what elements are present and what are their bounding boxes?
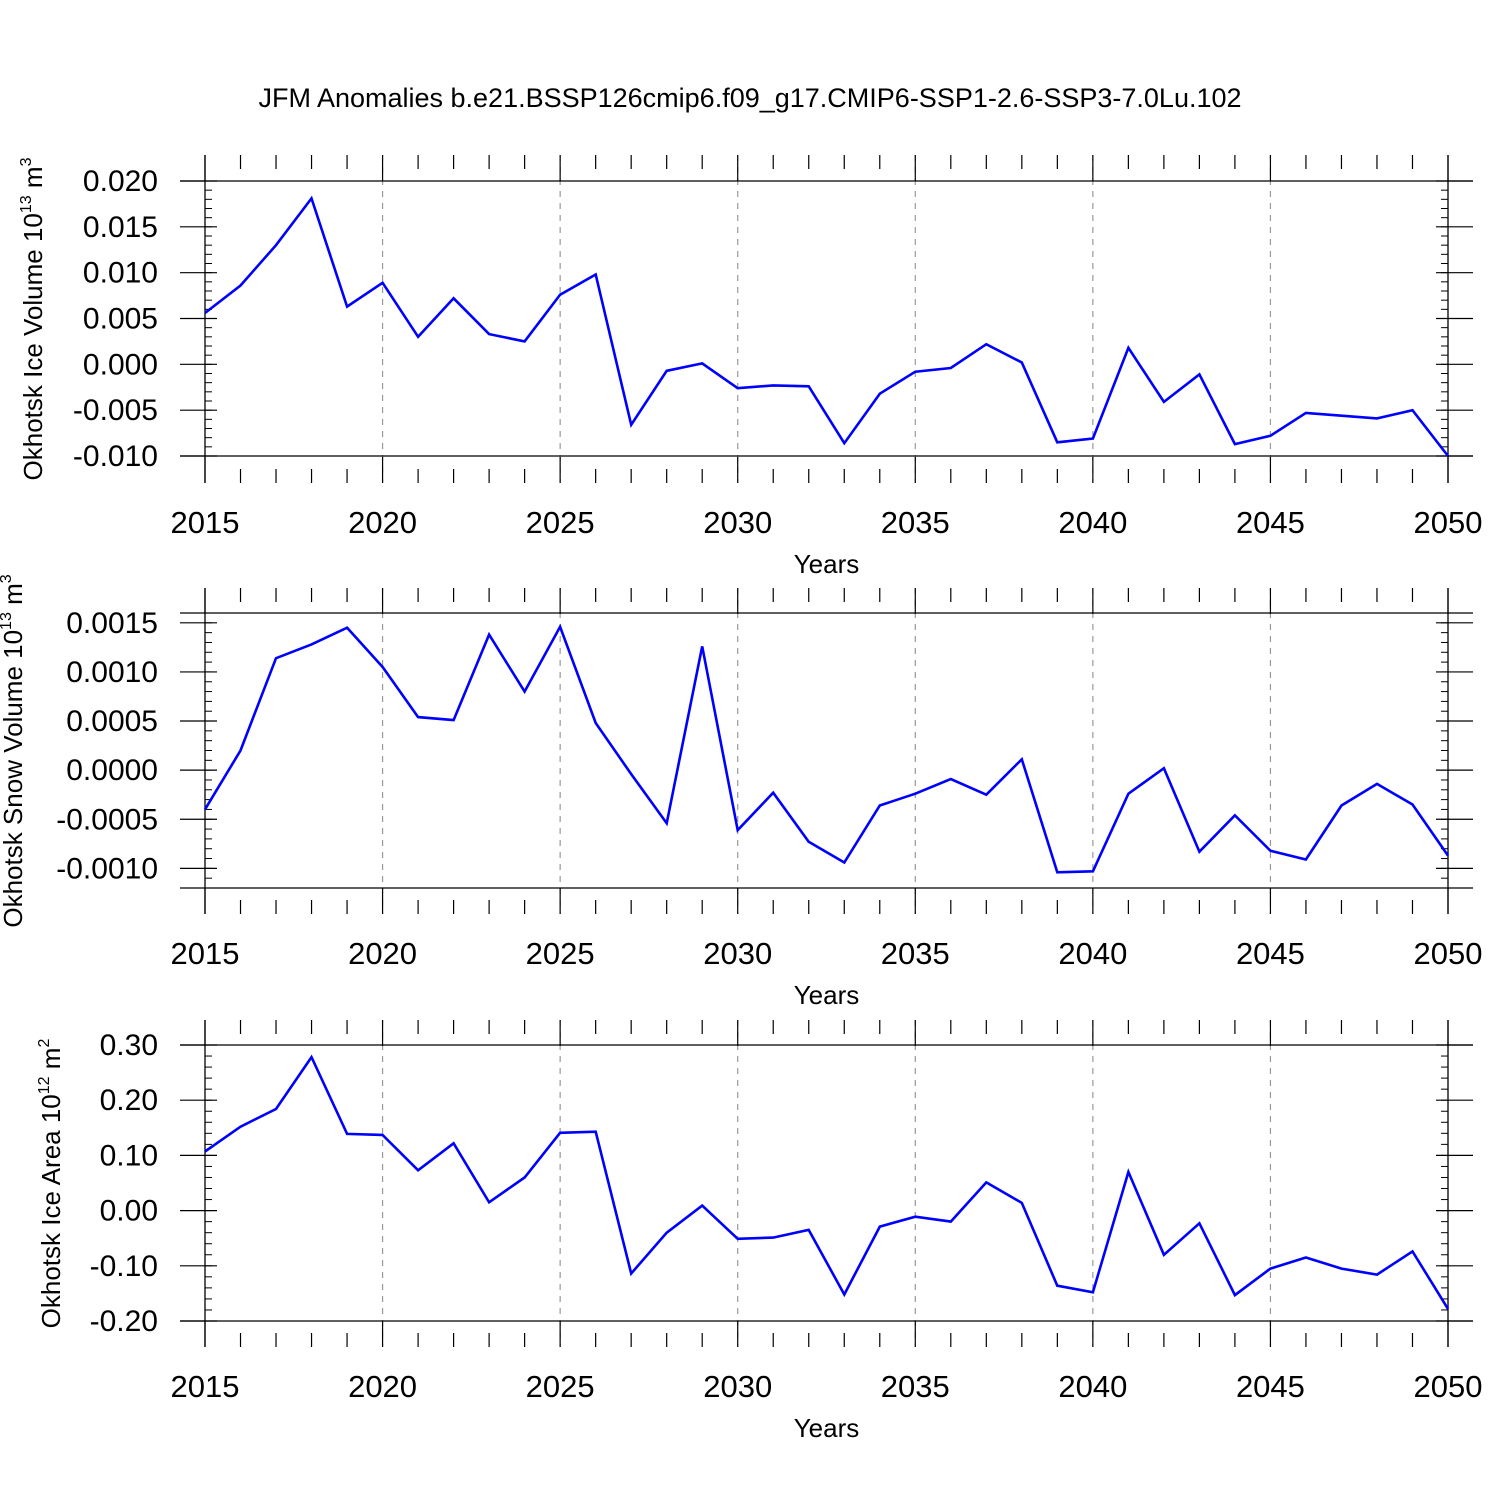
y-axis-label: Okhotsk Ice Area 1012 m2: [36, 1039, 66, 1329]
series-line: [204, 195, 1450, 457]
x-tick-label: 2020: [348, 1369, 417, 1404]
x-tick-label: 2035: [881, 1369, 950, 1404]
x-tick-label: 2035: [881, 505, 950, 540]
y-tick-label: 0.015: [83, 211, 158, 244]
y-tick-label: -0.005: [73, 394, 158, 427]
y-axis-label-text: Okhotsk Ice Area 10: [36, 1094, 66, 1328]
y-tick-label: -0.010: [73, 440, 158, 473]
x-tick-label: 2015: [171, 1369, 240, 1404]
x-tick-label: 2025: [526, 936, 595, 971]
x-tick-label: 2015: [171, 936, 240, 971]
chart-panel-2: 0.0015 0.0010 0.0005 0.0000 -0.0005 -0.0010 20…: [0, 574, 1482, 1010]
y-axis-label-exponent: 12: [36, 1076, 53, 1094]
y-axis-label-exponent: 13: [0, 612, 15, 630]
figure-title: JFM Anomalies b.e21.BSSP126cmip6.f09_g17…: [258, 83, 1241, 113]
chart-panel-1: 0.020 0.015 0.010 0.005 0.000 -0.005 -0.010 201…: [18, 155, 1482, 579]
x-tick-label: 2030: [703, 1369, 772, 1404]
x-axis-label: Years: [794, 980, 860, 1010]
x-tick-label: 2020: [348, 936, 417, 971]
y-tick-label: 0.0005: [66, 705, 158, 738]
y-tick-label: 0.30: [100, 1029, 158, 1062]
x-tick-label: 2040: [1058, 936, 1127, 971]
x-tick-label: 2045: [1236, 1369, 1305, 1404]
panels: 0.020 0.015 0.010 0.005 0.000 -0.005 -0.010 201…: [0, 155, 1482, 1443]
y-tick-label: 0.005: [83, 303, 158, 336]
x-tick-label: 2020: [348, 505, 417, 540]
series-line: [203, 623, 1450, 874]
y-axis-label: Okhotsk Snow Volume 1013 m3: [0, 574, 28, 927]
y-tick-label: 0.0000: [66, 754, 158, 787]
x-tick-label: 2035: [881, 936, 950, 971]
x-tick-label: 2050: [1414, 505, 1483, 540]
y-tick-label: 0.010: [83, 257, 158, 290]
y-axis-label-exponent: 13: [18, 195, 35, 213]
y-tick-label: 0.0015: [66, 607, 158, 640]
x-tick-label: 2030: [703, 936, 772, 971]
x-tick-label: 2015: [171, 505, 240, 540]
y-tick-label: 0.10: [100, 1139, 158, 1172]
y-tick-label: 0.00: [100, 1195, 158, 1228]
x-tick-label: 2045: [1236, 936, 1305, 971]
x-axis-label: Years: [794, 549, 860, 579]
x-tick-label: 2040: [1058, 1369, 1127, 1404]
x-tick-label: 2045: [1236, 505, 1305, 540]
x-tick-label: 2030: [703, 505, 772, 540]
y-axis-label-text: Okhotsk Ice Volume 10: [18, 213, 48, 480]
y-tick-label: -0.0010: [56, 852, 158, 885]
y-tick-label: -0.10: [90, 1250, 158, 1283]
y-tick-label: -0.20: [90, 1305, 158, 1338]
y-axis-label-unit: m: [18, 166, 48, 195]
y-axis-label-unit: m: [0, 583, 28, 612]
x-tick-label: 2050: [1414, 936, 1483, 971]
y-axis-label-text: Okhotsk Snow Volume 10: [0, 630, 28, 928]
y-tick-label: -0.0005: [56, 803, 158, 836]
x-tick-label: 2050: [1414, 1369, 1483, 1404]
y-axis-label-unit-exponent: 3: [0, 574, 15, 583]
y-axis-label-unit-exponent: 3: [18, 157, 35, 166]
x-tick-label: 2025: [526, 505, 595, 540]
y-tick-label: 0.20: [100, 1084, 158, 1117]
y-tick-label: 0.0010: [66, 656, 158, 689]
x-tick-label: 2025: [526, 1369, 595, 1404]
y-tick-label: 0.020: [83, 165, 158, 198]
x-tick-label: 2040: [1058, 505, 1127, 540]
y-axis-label-unit: m: [36, 1048, 66, 1077]
y-axis-label: Okhotsk Ice Volume 1013 m3: [18, 157, 48, 480]
series-line: [204, 1054, 1450, 1310]
y-tick-label: 0.000: [83, 348, 158, 381]
x-axis-label: Years: [794, 1413, 860, 1443]
chart-panel-3: 0.30 0.20 0.10 0.00 -0.10 -0.20 2015 2020 2025 20…: [36, 1020, 1482, 1443]
y-axis-label-unit-exponent: 2: [36, 1039, 53, 1048]
